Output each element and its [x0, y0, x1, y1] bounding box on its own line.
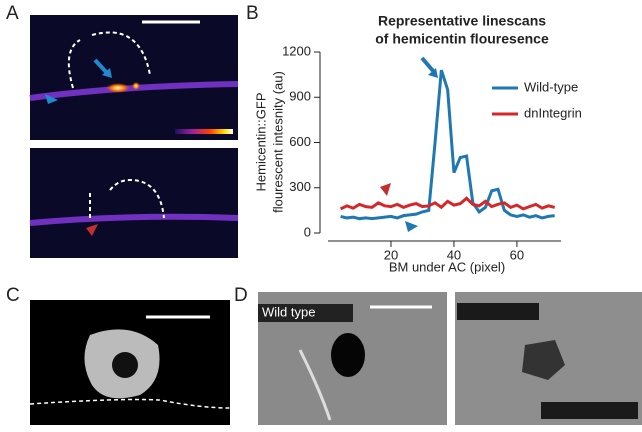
chart-title: of hemicentin flouresence: [375, 31, 549, 47]
panel-label: C: [6, 285, 20, 306]
image-d-right: [455, 292, 642, 425]
arrow-head: [428, 68, 438, 78]
arrow: [420, 56, 436, 74]
y-axis-label: Hemicentin::GFP: [253, 93, 268, 192]
chart-title: Representative linescans: [378, 13, 546, 29]
image-a-bottom: [29, 148, 239, 258]
legend-label: Wild-type: [524, 79, 578, 94]
legend-label: dnIntegrin: [524, 105, 582, 120]
series-line: [340, 69, 555, 221]
arrowhead: [380, 183, 391, 196]
panel-label: B: [246, 3, 259, 24]
series-line: [339, 196, 556, 211]
arrowhead: [405, 221, 418, 232]
image-d-left: Wild type: [258, 292, 447, 425]
panel-label: A: [6, 3, 19, 24]
x-axis-label: BM under AC (pixel): [389, 259, 505, 274]
y-tick-label: 900: [289, 89, 311, 104]
x-tick-label: 20: [384, 247, 398, 262]
y-tick-label: 0: [304, 224, 311, 239]
y-tick-label: 600: [289, 134, 311, 149]
image-a-top: [29, 15, 239, 140]
y-axis-label: flourescent intesnity (au): [270, 71, 285, 213]
panel-label: D: [234, 285, 248, 306]
y-tick-label: 300: [289, 179, 311, 194]
image-label: Wild type: [262, 304, 315, 319]
x-tick-label: 40: [447, 247, 461, 262]
y-tick-label: 1200: [282, 43, 311, 58]
image-c: [29, 300, 231, 425]
x-tick-label: 60: [510, 247, 524, 262]
